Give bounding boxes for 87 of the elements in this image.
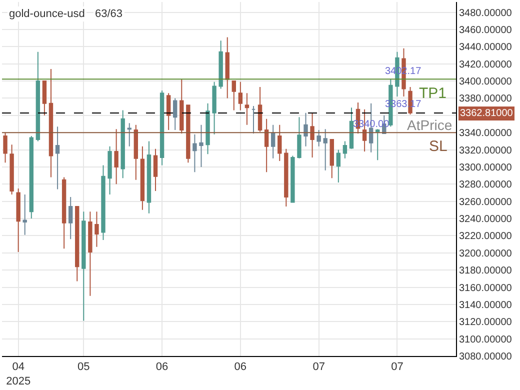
candlestick bbox=[134, 124, 138, 180]
candlestick bbox=[48, 68, 54, 178]
ref-line-label: 3362.81000 bbox=[460, 108, 514, 119]
y-tick-label: 3240.00000 bbox=[459, 214, 512, 226]
candlestick bbox=[290, 155, 295, 203]
candlestick bbox=[376, 128, 380, 161]
annotation: AtPrice bbox=[407, 117, 452, 133]
x-tick-label: 04 2025 bbox=[6, 361, 31, 388]
candlestick bbox=[101, 164, 106, 240]
y-tick-label: 3340.00000 bbox=[459, 128, 512, 140]
x-tick-label: 07 bbox=[312, 361, 325, 374]
candlestick bbox=[284, 148, 288, 207]
candlestick bbox=[108, 146, 112, 195]
candlestick bbox=[264, 118, 269, 173]
ref-line-label: TP1 bbox=[419, 85, 447, 102]
y-tick-label: 3120.00000 bbox=[459, 317, 512, 328]
candlestick bbox=[120, 110, 125, 179]
candlestick bbox=[36, 51, 40, 142]
candlestick bbox=[342, 140, 348, 159]
candlestick bbox=[270, 124, 276, 159]
y-tick-label: 3140.00000 bbox=[459, 300, 512, 311]
y-tick-label: 3400.00000 bbox=[459, 76, 512, 88]
candlestick bbox=[114, 128, 118, 185]
y-tick-label: 3420.00000 bbox=[459, 59, 512, 70]
candlestick bbox=[180, 78, 184, 134]
candlestick bbox=[304, 112, 308, 147]
candlestick bbox=[146, 140, 152, 214]
candlestick bbox=[218, 40, 223, 90]
candlestick bbox=[199, 124, 204, 168]
candlestick bbox=[330, 138, 334, 179]
candlestick bbox=[140, 146, 145, 210]
y-tick-label: 3460.00000 bbox=[459, 25, 512, 36]
candlestick bbox=[160, 90, 164, 166]
y-tick-label: 3300.00000 bbox=[459, 162, 512, 174]
candlestick bbox=[153, 148, 158, 192]
x-tick-label: 06 bbox=[156, 361, 168, 374]
candlestick bbox=[62, 176, 66, 250]
candlestick bbox=[68, 196, 73, 240]
y-tick-label: 3440.00000 bbox=[459, 42, 512, 54]
candlestick bbox=[349, 107, 354, 150]
y-tick-label: 3260.00000 bbox=[459, 196, 512, 208]
y-tick-label: 3080.00000 bbox=[459, 352, 512, 362]
candlestick bbox=[82, 211, 86, 322]
candlestick bbox=[29, 136, 34, 220]
candlestick bbox=[258, 86, 262, 132]
x-tick-label: 07 bbox=[391, 361, 404, 374]
y-tick-label: 3180.00000 bbox=[459, 266, 512, 277]
candlestick bbox=[310, 112, 314, 158]
candlestick bbox=[55, 126, 60, 190]
candlestick bbox=[166, 92, 171, 131]
candlestick bbox=[16, 188, 20, 253]
y-tick-label: 3320.00000 bbox=[459, 145, 512, 156]
candlestick bbox=[88, 211, 92, 296]
candlestick bbox=[212, 81, 216, 135]
candlestick bbox=[22, 194, 27, 236]
candlestick bbox=[316, 130, 321, 147]
y-tick-label: 3480.00000 bbox=[459, 8, 512, 19]
candlestick bbox=[232, 80, 236, 111]
candlestick bbox=[10, 144, 14, 195]
text: gold-ounce-usd bbox=[9, 8, 85, 20]
candlestick bbox=[244, 92, 250, 126]
y-tick-label: 3220.00000 bbox=[459, 231, 512, 242]
candlestick bbox=[75, 206, 80, 282]
candlestick bbox=[336, 149, 341, 183]
candlestick bbox=[42, 80, 47, 116]
y-tick-label: 3380.00000 bbox=[459, 94, 512, 105]
x-tick-label: 06 bbox=[234, 361, 247, 374]
candlestick bbox=[186, 104, 190, 164]
x-tick-label: 05 bbox=[78, 361, 90, 374]
candlestick bbox=[297, 116, 302, 159]
candlestick bbox=[192, 134, 197, 173]
ref-line-label: SL bbox=[429, 138, 448, 155]
candlestick bbox=[238, 81, 243, 111]
candlestick bbox=[323, 128, 328, 171]
y-tick-label: 3100.00000 bbox=[459, 334, 512, 346]
candlestick bbox=[225, 36, 230, 99]
candlestick bbox=[206, 102, 210, 155]
candlestick bbox=[127, 122, 132, 147]
candlestick bbox=[173, 98, 178, 131]
text: 63/63 bbox=[95, 8, 123, 20]
candlestick bbox=[3, 132, 8, 164]
y-tick-label: 3280.00000 bbox=[459, 180, 512, 191]
candlestick bbox=[251, 105, 256, 134]
candlestick bbox=[278, 124, 282, 162]
y-tick-label: 3200.00000 bbox=[459, 248, 512, 260]
candlestick bbox=[94, 211, 99, 248]
y-tick-label: 3160.00000 bbox=[459, 282, 512, 294]
